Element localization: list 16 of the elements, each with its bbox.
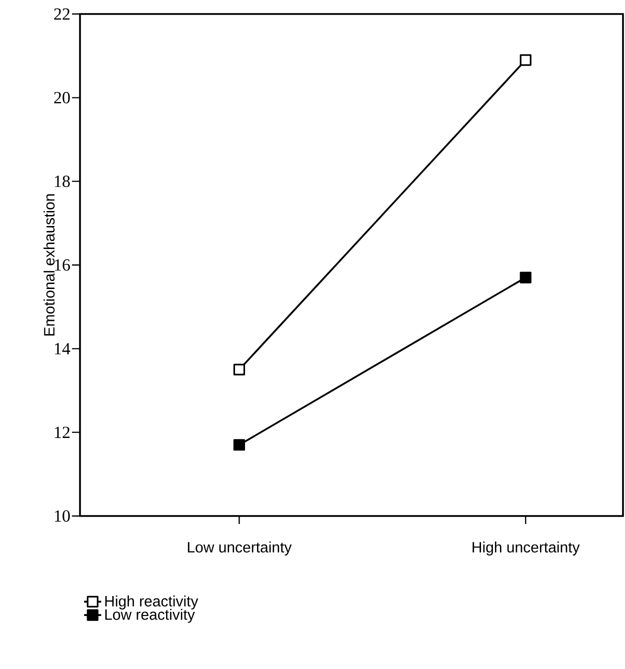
y-tick-label: 10 — [54, 510, 70, 522]
legend-label: High reactivity — [105, 595, 198, 610]
point — [233, 439, 246, 451]
y-tick-label: 16 — [54, 259, 70, 271]
point — [233, 364, 246, 376]
y-tick-label: 18 — [54, 176, 70, 188]
y-tick-label: 20 — [54, 92, 70, 104]
x-tick-label: Low uncertainty — [188, 542, 292, 556]
y-tick-label: 22 — [54, 8, 70, 20]
x-tick-label: High uncertainty — [472, 542, 580, 556]
legend-label: Low reactivity — [105, 608, 195, 623]
point — [520, 272, 532, 284]
y-axis-title: Emotional exhaustion — [44, 194, 55, 336]
point — [520, 54, 532, 66]
y-tick-label: 14 — [54, 343, 70, 354]
y-tick-label: 12 — [54, 426, 70, 438]
